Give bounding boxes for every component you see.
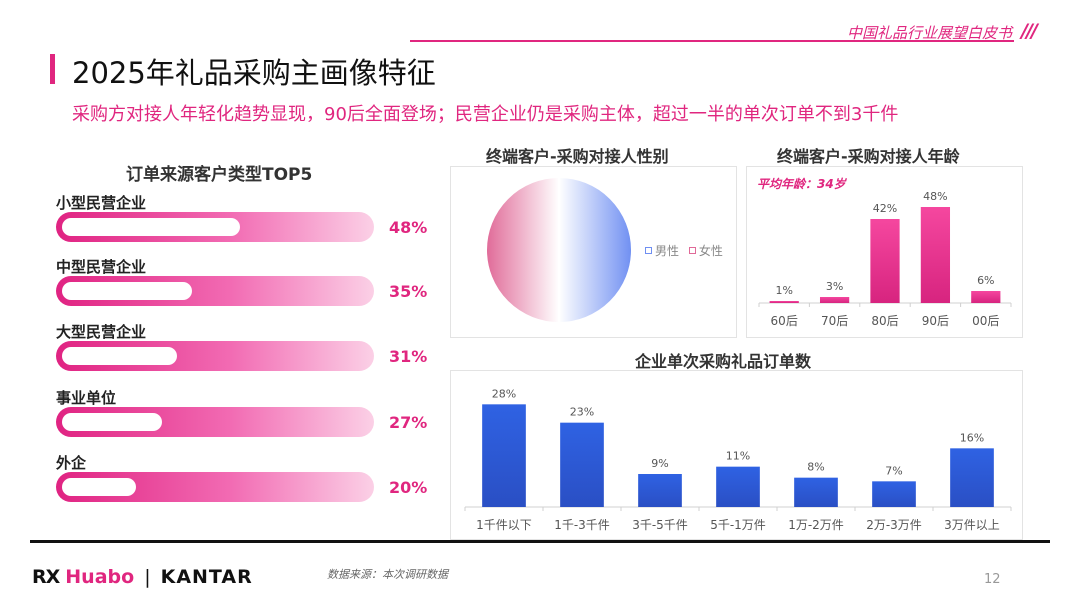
customer-type-label: 小型民营企业	[56, 194, 147, 212]
age-value-label: 1%	[775, 284, 792, 297]
customer-type-chart-title: 订单来源客户类型TOP5	[126, 165, 313, 185]
order-bar	[872, 481, 916, 507]
age-chart-title: 终端客户-采购对接人年龄	[777, 147, 960, 166]
order-quantity-chart-title: 企业单次采购礼品订单数	[635, 352, 812, 371]
order-value-label: 23%	[570, 406, 594, 419]
order-bar	[638, 474, 682, 507]
average-age-annotation: 平均年龄：34岁	[757, 177, 846, 191]
customer-type-value: 31%	[389, 347, 428, 366]
age-category-label: 70后	[821, 314, 848, 328]
age-value-label: 3%	[826, 280, 843, 293]
age-category-label: 60后	[771, 314, 798, 328]
legend-swatch-female	[688, 247, 696, 254]
header-rule	[410, 40, 1014, 42]
customer-type-value: 48%	[389, 218, 428, 237]
order-value-label: 7%	[885, 464, 902, 477]
age-category-label: 80后	[871, 314, 898, 328]
customer-type-label: 中型民营企业	[56, 258, 147, 276]
order-value-label: 8%	[807, 461, 824, 474]
age-category-label: 00后	[972, 314, 999, 328]
rx-logo: RX	[32, 566, 60, 588]
page-title: 2025年礼品采购主画像特征	[72, 56, 436, 90]
customer-type-bar	[56, 276, 374, 306]
customer-type-bar	[56, 407, 374, 437]
legend-swatch-male	[645, 247, 652, 254]
order-quantity-chart-frame: 28% 1千件以下 23% 1千-3千件 9% 3千-5千件 11% 5千-1万件 8% 1万-2…	[450, 370, 1023, 540]
order-category-label: 5千-1万件	[710, 518, 766, 532]
gender-legend: 男性 女性	[645, 242, 723, 259]
age-bar	[870, 219, 900, 303]
age-value-label: 6%	[977, 274, 994, 287]
gender-chart-title: 终端客户-采购对接人性别	[486, 147, 669, 166]
order-category-label: 1千-3千件	[554, 518, 610, 532]
age-bar	[819, 297, 850, 303]
page-number: 12	[984, 572, 1001, 587]
customer-type-label: 外企	[56, 454, 87, 472]
order-quantity-bar-chart: 28% 1千件以下 23% 1千-3千件 9% 3千-5千件 11% 5千-1万件 8% 1万-2…	[464, 387, 1012, 532]
customer-type-bar	[56, 341, 374, 371]
customer-type-bar-highlight	[62, 282, 192, 300]
order-bar	[716, 466, 760, 507]
customer-type-bar-highlight	[62, 218, 240, 236]
customer-type-bar	[56, 212, 374, 242]
order-bar	[794, 477, 838, 507]
age-bar	[920, 207, 951, 303]
logo-separator: |	[144, 566, 151, 588]
order-category-label: 3万件以上	[944, 518, 1000, 532]
age-value-label: 42%	[873, 202, 897, 215]
customer-type-bar-highlight	[62, 413, 162, 431]
customer-type-value: 27%	[389, 413, 428, 432]
customer-type-value: 20%	[389, 478, 428, 497]
order-value-label: 9%	[651, 457, 668, 470]
report-name: 中国礼品行业展望白皮书	[846, 24, 1012, 42]
brand-logos: RX Huabo | KANTAR	[32, 566, 253, 588]
order-category-label: 2万-3万件	[866, 518, 922, 532]
age-category-label: 90后	[922, 314, 949, 328]
customer-type-bar-highlight	[62, 478, 136, 496]
kantar-logo: KANTAR	[160, 566, 253, 588]
data-source-note: 数据来源：本次调研数据	[327, 568, 448, 581]
order-value-label: 28%	[492, 387, 516, 400]
age-chart-frame: 1% 60后 3% 70后 42% 80后 48% 90后 6% 00后	[746, 166, 1023, 338]
customer-type-label: 大型民营企业	[56, 323, 147, 341]
customer-type-bar	[56, 472, 374, 502]
order-bar	[482, 404, 526, 507]
customer-type-label: 事业单位	[56, 389, 117, 407]
age-value-label: 48%	[923, 190, 947, 203]
huabo-logo: Huabo	[65, 566, 135, 588]
order-value-label: 11%	[726, 450, 750, 463]
age-bar	[769, 301, 799, 303]
order-category-label: 1千件以下	[476, 518, 532, 532]
page-subtitle: 采购方对接人年轻化趋势显现，90后全面登场；民营企业仍是采购主体，超过一半的单次…	[72, 104, 899, 125]
order-bar	[950, 448, 994, 507]
age-bar	[971, 291, 1001, 303]
order-category-label: 3千-5千件	[632, 518, 688, 532]
order-value-label: 16%	[960, 431, 984, 444]
age-bar-chart: 1% 60后 3% 70后 42% 80后 48% 90后 6% 00后	[758, 190, 1012, 328]
pie-slice-male	[558, 175, 633, 325]
order-category-label: 1万-2万件	[788, 518, 844, 532]
title-accent-bar	[50, 54, 55, 84]
slash-decoration: ///	[1021, 20, 1038, 42]
legend-label-female: 女性	[698, 244, 723, 258]
pie-slice-female	[485, 175, 560, 325]
customer-type-bar-highlight	[62, 347, 177, 365]
footer-rule	[30, 540, 1050, 543]
gender-pie-chart	[485, 175, 633, 325]
order-bar	[560, 422, 604, 507]
customer-type-value: 35%	[389, 282, 428, 301]
legend-label-male: 男性	[655, 244, 680, 258]
